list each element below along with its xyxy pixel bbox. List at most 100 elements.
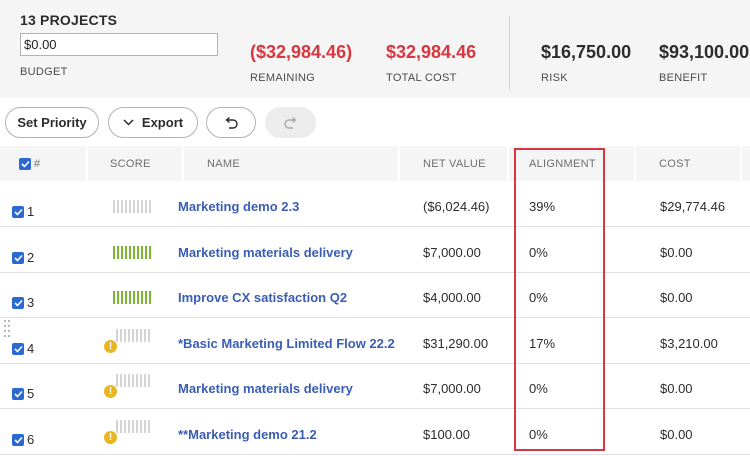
net-value-cell: $7,000.00 bbox=[423, 381, 481, 396]
drag-handle-icon[interactable] bbox=[4, 320, 10, 338]
alignment-cell: 0% bbox=[529, 426, 548, 442]
export-label: Export bbox=[141, 115, 184, 130]
score-meter bbox=[113, 245, 151, 259]
score-bar bbox=[132, 374, 134, 387]
warning-icon: ! bbox=[104, 385, 117, 398]
header-select-all[interactable]: # bbox=[19, 146, 40, 181]
score-bar bbox=[116, 419, 118, 433]
score-bar bbox=[144, 374, 146, 387]
score-bar bbox=[128, 328, 130, 342]
header-alignment[interactable]: ALIGNMENT bbox=[529, 157, 596, 170]
score-meter bbox=[116, 328, 150, 342]
score-bar bbox=[132, 419, 134, 433]
score-bar bbox=[129, 200, 131, 213]
score-bar bbox=[148, 419, 150, 433]
alignment-cell: 0% bbox=[529, 244, 548, 260]
score-bar bbox=[145, 291, 147, 304]
header-name[interactable]: NAME bbox=[207, 157, 240, 170]
set-priority-button[interactable]: Set Priority bbox=[5, 107, 99, 138]
export-button[interactable]: Export bbox=[108, 107, 198, 138]
budget-label: BUDGET bbox=[20, 66, 68, 78]
score-bar bbox=[133, 245, 135, 259]
project-name-link[interactable]: Marketing materials delivery bbox=[178, 381, 353, 396]
score-bar bbox=[116, 374, 118, 387]
remaining-label: REMAINING bbox=[250, 72, 316, 84]
score-bar bbox=[121, 245, 123, 259]
score-bar bbox=[136, 374, 138, 387]
select-all-checkbox[interactable] bbox=[19, 157, 31, 170]
row-number: 2 bbox=[27, 249, 35, 265]
score-bar bbox=[144, 419, 146, 433]
score-bar bbox=[120, 374, 122, 387]
column-divider bbox=[740, 146, 742, 181]
project-name-link[interactable]: Marketing demo 2.3 bbox=[178, 199, 300, 214]
score-bar bbox=[136, 419, 138, 433]
summary-panel: 13 PROJECTS BUDGET ($32,984.46) REMAININ… bbox=[0, 0, 750, 98]
redo-button[interactable] bbox=[265, 107, 316, 138]
table-row[interactable]: 3 Improve CX satisfaction Q2 $4,000.00 0% $0… bbox=[0, 272, 750, 318]
score-meter bbox=[113, 291, 151, 304]
score-bar bbox=[113, 245, 115, 259]
table-row[interactable]: 6! **Marketing demo 21.2 $100.00 0% $0.00 bbox=[0, 409, 750, 455]
score-bar bbox=[113, 200, 115, 213]
undo-button[interactable] bbox=[206, 107, 256, 138]
table-row[interactable]: 2 Marketing materials delivery $7,000.00 0%… bbox=[0, 227, 750, 273]
row-checkbox[interactable] bbox=[12, 388, 24, 400]
header-net-value[interactable]: NET VALUE bbox=[423, 157, 486, 170]
score-bar bbox=[121, 200, 123, 213]
score-bar bbox=[125, 291, 127, 304]
score-bar bbox=[148, 328, 150, 342]
projects-count-title: 13 PROJECTS bbox=[20, 12, 118, 28]
row-checkbox[interactable] bbox=[12, 206, 24, 218]
table-row[interactable]: 4! *Basic Marketing Limited Flow 22.2 $31,… bbox=[0, 318, 750, 364]
score-meter bbox=[116, 374, 150, 387]
row-number: 3 bbox=[27, 295, 35, 310]
warning-icon: ! bbox=[104, 339, 117, 353]
project-name-link[interactable]: Improve CX satisfaction Q2 bbox=[178, 290, 348, 305]
score-bar bbox=[117, 200, 119, 213]
alignment-cell: 17% bbox=[529, 335, 556, 351]
row-checkbox[interactable] bbox=[12, 433, 24, 446]
net-value-cell: ($6,024.46) bbox=[423, 199, 490, 214]
alignment-cell: 0% bbox=[529, 290, 548, 305]
table-header: # SCORE NAME NET VALUE ALIGNMENT COST bbox=[0, 146, 750, 181]
score-bar bbox=[133, 200, 135, 213]
header-score[interactable]: SCORE bbox=[110, 157, 151, 170]
score-bar bbox=[117, 291, 119, 304]
cost-cell: $0.00 bbox=[660, 381, 693, 396]
row-checkbox[interactable] bbox=[12, 297, 24, 309]
score-bar bbox=[144, 328, 146, 342]
score-bar bbox=[136, 328, 138, 342]
alignment-cell: 0% bbox=[529, 381, 548, 396]
benefit-label: BENEFIT bbox=[659, 72, 708, 84]
score-bar bbox=[125, 200, 127, 213]
score-bar bbox=[141, 200, 143, 213]
cost-cell: $0.00 bbox=[660, 426, 693, 442]
row-checkbox[interactable] bbox=[12, 251, 24, 264]
score-bar bbox=[140, 419, 142, 433]
score-bar bbox=[145, 245, 147, 259]
score-bar bbox=[128, 374, 130, 387]
project-name-link[interactable]: Marketing materials delivery bbox=[178, 244, 353, 260]
chevron-down-icon bbox=[123, 119, 134, 126]
header-cost[interactable]: COST bbox=[659, 157, 691, 170]
score-bar bbox=[124, 328, 126, 342]
risk-label: RISK bbox=[541, 72, 568, 84]
table-row[interactable]: 1 Marketing demo 2.3 ($6,024.46) 39% $29,774… bbox=[0, 181, 750, 227]
row-number: 6 bbox=[27, 431, 35, 447]
score-bar bbox=[137, 291, 139, 304]
score-bar bbox=[149, 245, 151, 259]
budget-input[interactable] bbox=[20, 33, 218, 56]
alignment-cell: 39% bbox=[529, 199, 556, 214]
net-value-cell: $4,000.00 bbox=[423, 290, 481, 305]
score-bar bbox=[132, 328, 134, 342]
project-name-link[interactable]: *Basic Marketing Limited Flow 22.2 bbox=[178, 335, 395, 351]
score-bar bbox=[124, 374, 126, 387]
cost-cell: $0.00 bbox=[660, 290, 693, 305]
net-value-cell: $7,000.00 bbox=[423, 244, 481, 260]
project-name-link[interactable]: **Marketing demo 21.2 bbox=[178, 426, 317, 442]
row-checkbox[interactable] bbox=[12, 342, 24, 355]
total-cost-value: $32,984.46 bbox=[386, 42, 477, 62]
score-bar bbox=[120, 419, 122, 433]
table-row[interactable]: 5! Marketing materials delivery $7,000.00 0… bbox=[0, 363, 750, 409]
